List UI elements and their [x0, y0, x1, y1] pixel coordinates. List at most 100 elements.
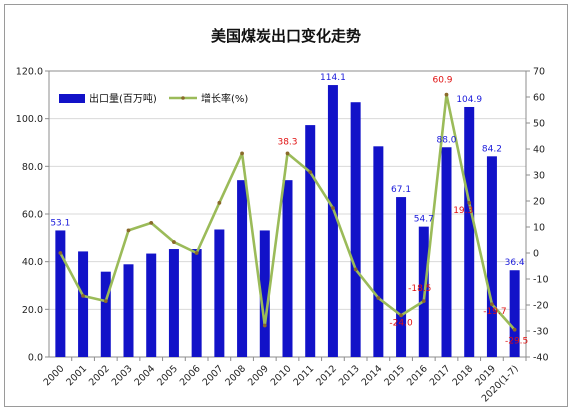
bar-data-label: 53.1	[50, 218, 70, 228]
right-tick-label: -30	[533, 327, 549, 338]
line-point	[81, 294, 85, 298]
legend-line-marker	[181, 96, 185, 100]
bar	[214, 229, 225, 357]
bar	[327, 85, 338, 357]
line-point	[103, 299, 108, 303]
bar	[191, 249, 202, 357]
x-tick-label: 2008	[223, 363, 248, 388]
bar	[509, 270, 520, 357]
line-series	[58, 92, 517, 332]
bar-data-label: 114.1	[320, 73, 346, 83]
legend: 出口量(百万吨) 增长率(%)	[59, 92, 248, 105]
bar	[396, 197, 407, 357]
right-tick-label: 30	[533, 171, 545, 182]
line-point	[149, 220, 154, 225]
line-data-label: -19.7	[483, 307, 506, 317]
x-tick-label: 2013	[337, 363, 362, 388]
left-tick-label: 120.0	[16, 67, 43, 78]
right-tick-label: 40	[533, 145, 545, 156]
left-tick-label: 0.0	[28, 353, 43, 364]
line-data-label: 60.9	[432, 76, 452, 86]
right-tick-label: 10	[533, 223, 545, 234]
line-point	[172, 240, 176, 244]
right-tick-label: 50	[533, 119, 545, 130]
right-axis: -40 -30 -20 -10 0 10 20 30 40 50 60 70	[526, 67, 549, 364]
line-point	[262, 323, 267, 328]
left-tick-label: 100.0	[16, 114, 43, 125]
line-point	[376, 296, 381, 300]
bar	[259, 230, 270, 357]
line-point	[331, 206, 335, 210]
left-tick-label: 20.0	[22, 305, 43, 316]
legend-line-label: 增长率(%)	[201, 92, 248, 105]
right-tick-label: -20	[533, 301, 549, 312]
bar	[350, 102, 361, 357]
legend-bar-swatch	[59, 94, 85, 103]
line-point	[512, 327, 517, 332]
bar	[146, 253, 157, 357]
bar	[123, 264, 134, 357]
bar-data-label: 88.0	[436, 135, 456, 145]
x-tick-label: 2016	[405, 363, 430, 388]
right-tick-label: 60	[533, 93, 545, 104]
x-tick-label: 2010	[269, 363, 294, 388]
left-tick-label: 60.0	[22, 210, 43, 221]
right-tick-label: -10	[533, 275, 549, 286]
legend-bar-label: 出口量(百万吨)	[89, 92, 157, 105]
line-data-label: -24.0	[389, 318, 413, 328]
chart-frame: 美国煤炭出口变化走势 53.1 114.1 67.1 54.7 88.0 104.9 84.…	[4, 4, 568, 407]
x-tick-label: 2012	[314, 363, 339, 388]
line-point	[444, 92, 449, 97]
line-data-label: -18.5	[408, 284, 431, 294]
x-tick-label: 2009	[246, 363, 271, 388]
bar	[78, 251, 89, 357]
x-tick-label: 2003	[110, 363, 135, 388]
bar	[464, 106, 475, 357]
x-tick-label: 2017	[428, 363, 453, 388]
right-tick-label: 70	[533, 67, 545, 78]
right-tick-label: 0	[533, 249, 539, 260]
x-tick-label: 2004	[132, 363, 157, 388]
bar-data-label: 104.9	[456, 95, 482, 105]
bar-data-label: 54.7	[414, 215, 434, 225]
line-point	[285, 151, 290, 156]
line-point	[58, 251, 63, 255]
x-tick-label: 2006	[178, 363, 203, 388]
export-chart: 美国煤炭出口变化走势 53.1 114.1 67.1 54.7 88.0 104.9 84.…	[16, 27, 549, 404]
bar-data-label: 36.4	[505, 258, 525, 268]
right-tick-label: 20	[533, 197, 545, 208]
line-point	[399, 313, 403, 318]
line-point	[353, 267, 358, 272]
line-point	[490, 302, 494, 307]
bar	[100, 271, 111, 357]
line-point	[194, 251, 199, 255]
bar	[55, 230, 66, 357]
line-point	[467, 200, 472, 205]
left-tick-label: 80.0	[22, 162, 43, 173]
data-labels: 53.1 114.1 67.1 54.7 88.0 104.9 84.2 36.4 38.3 -2…	[50, 73, 528, 347]
x-tick-label: 2007	[201, 363, 226, 388]
x-tick-label: 2018	[450, 363, 475, 388]
chart-title: 美国煤炭出口变化走势	[211, 27, 361, 45]
x-tick-label: 2002	[87, 363, 112, 388]
left-tick-label: 40.0	[22, 257, 43, 268]
line-data-label: -29.5	[505, 337, 528, 347]
line-point	[240, 151, 244, 156]
x-tick-label: 2001	[64, 363, 89, 388]
line-point	[217, 200, 222, 205]
line-point	[421, 299, 426, 303]
left-axis: 0.0 20.0 40.0 60.0 80.0 100.0 120.0	[16, 67, 49, 364]
x-tick-label: 2005	[155, 363, 180, 388]
bar	[305, 125, 316, 357]
bar	[373, 146, 384, 357]
bar	[168, 249, 179, 357]
bar	[486, 156, 497, 357]
x-tick-label: 2015	[382, 363, 407, 388]
line-point	[126, 228, 131, 233]
bar-series	[55, 85, 520, 357]
x-tick-label: 2011	[291, 363, 316, 388]
right-tick-label: -40	[533, 353, 549, 364]
line-point	[308, 170, 313, 175]
bar	[282, 180, 293, 357]
line-data-label: 38.3	[277, 137, 297, 147]
